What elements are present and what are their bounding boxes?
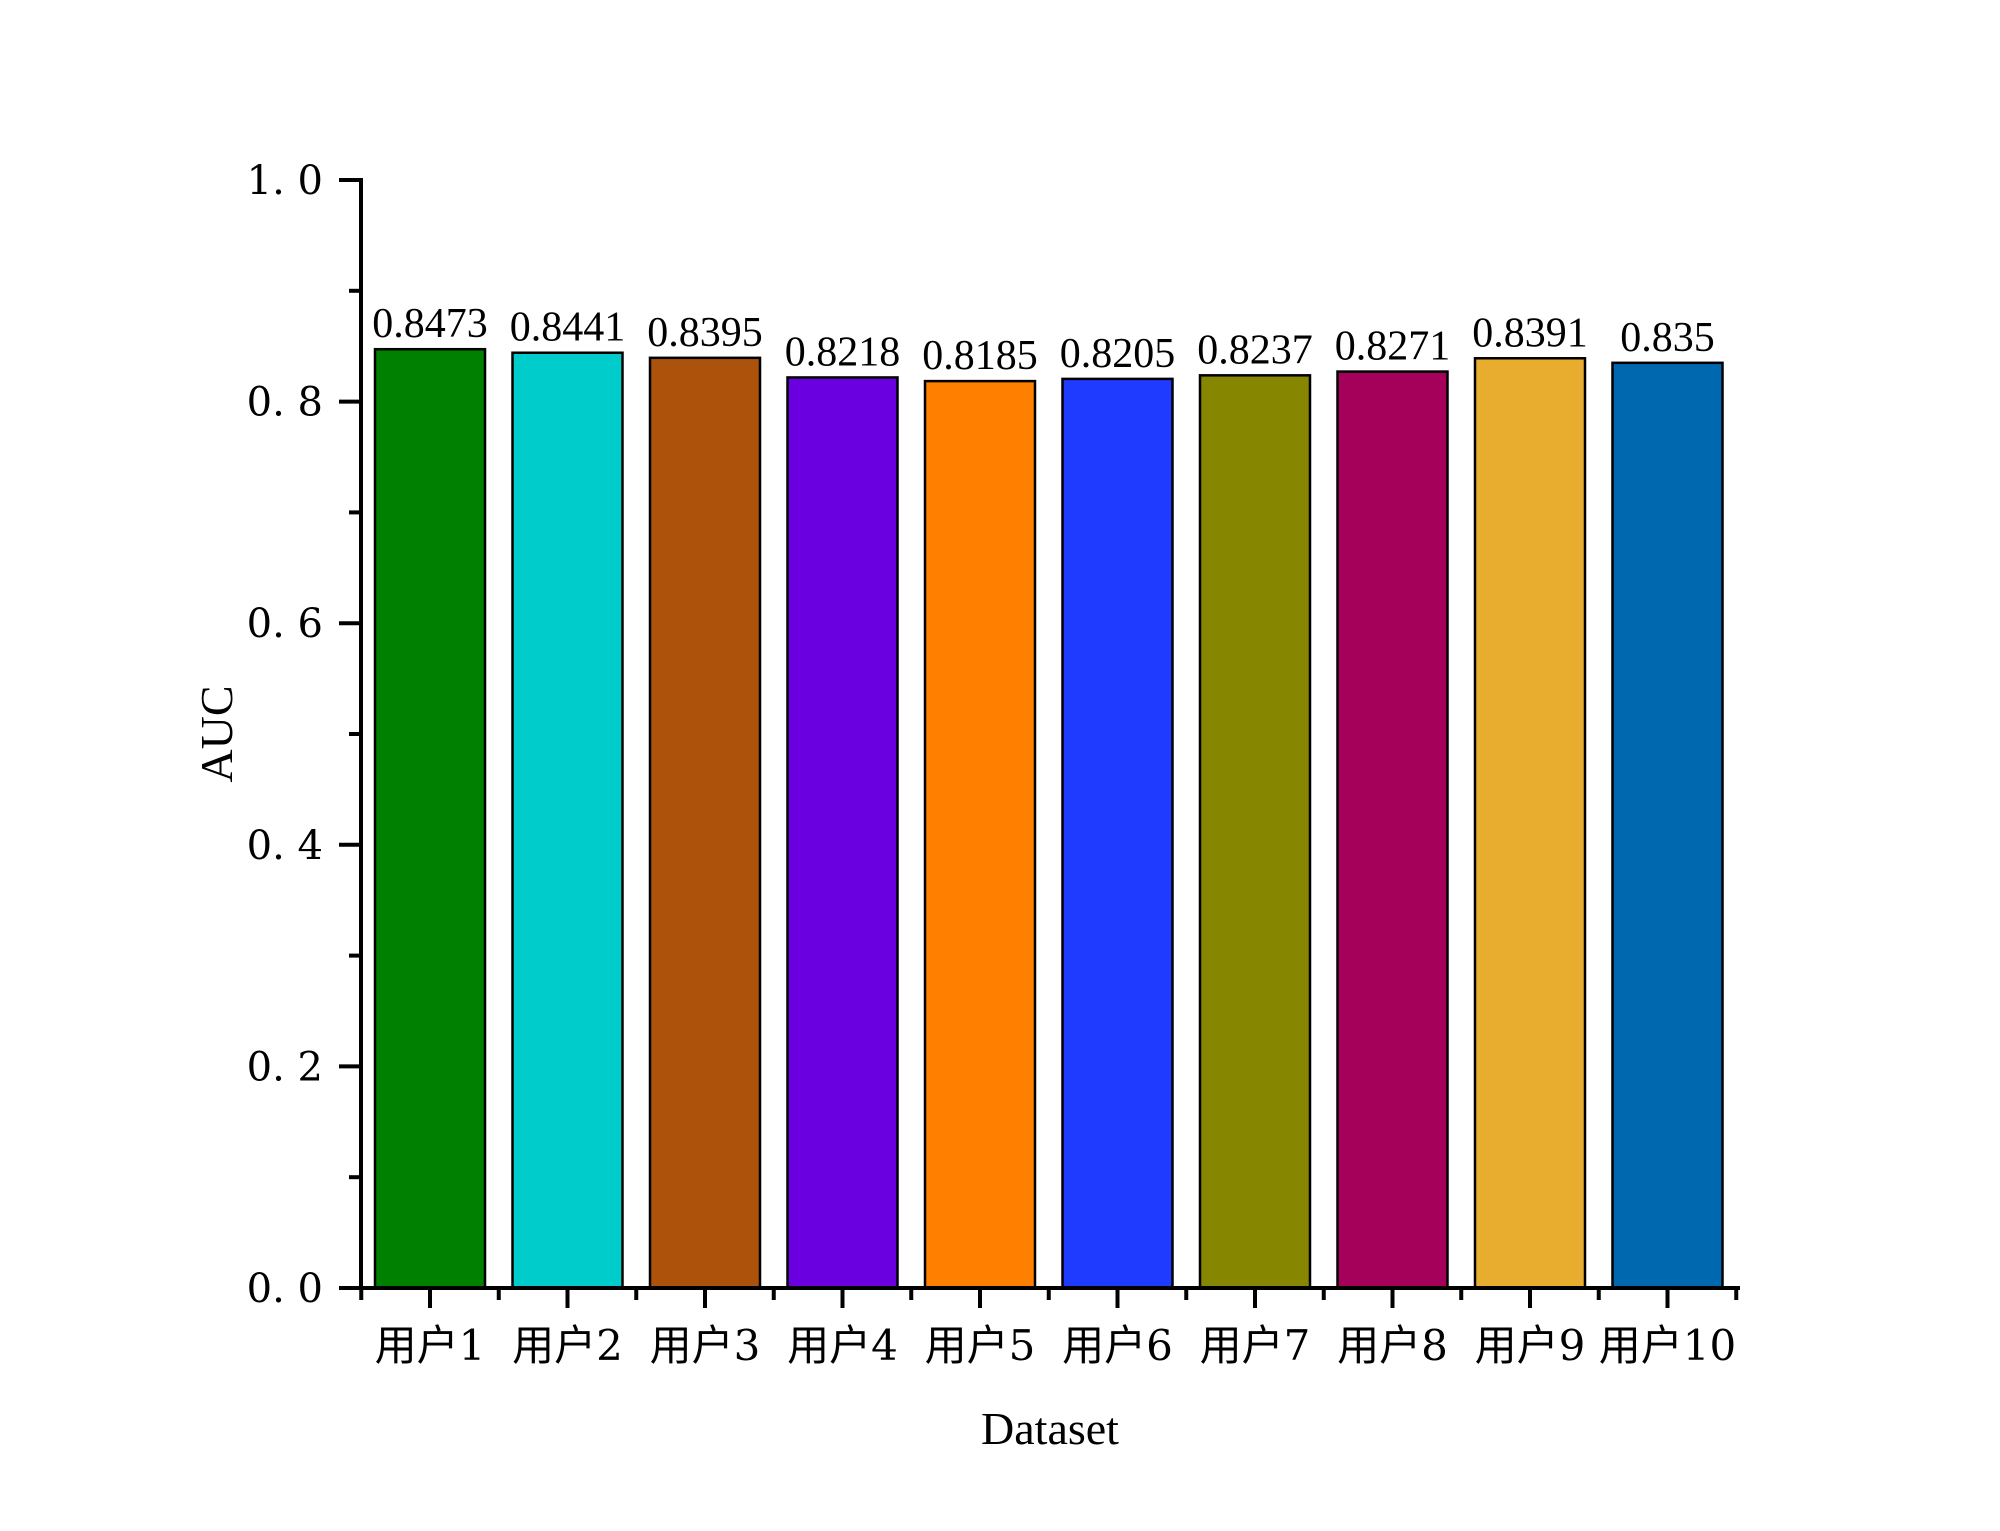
value-label-4: 0.8218: [785, 329, 901, 375]
bar-5: [923, 379, 1037, 1290]
category-label-9: 用户9: [1475, 1321, 1586, 1370]
y-tick-label-3: 0. 6: [247, 601, 323, 647]
bar-10: [1611, 361, 1724, 1290]
category-label-2: 用户2: [512, 1321, 623, 1370]
category-label-1: 用户1: [375, 1321, 486, 1370]
value-label-3: 0.8395: [647, 310, 763, 356]
category-label-4: 用户4: [787, 1321, 898, 1370]
x-axis-title: Dataset: [981, 1403, 1119, 1454]
value-label-6: 0.8205: [1060, 331, 1176, 377]
category-label-3: 用户3: [650, 1321, 761, 1370]
value-label-2: 0.8441: [510, 305, 626, 351]
y-tick-label-0: 0. 0: [247, 1266, 323, 1312]
y-tick-label-5: 1. 0: [247, 158, 323, 204]
bar-9: [1473, 357, 1587, 1290]
bar-2: [511, 351, 624, 1290]
category-label-5: 用户5: [925, 1321, 1036, 1370]
y-tick-label-4: 0. 8: [247, 380, 323, 426]
value-label-10: 0.835: [1620, 315, 1715, 361]
bar-7: [1198, 374, 1312, 1290]
category-labels-group: 用户1 用户2 用户3 用户4 用户5 用户6 用户7 用户8 用户9 用户10: [375, 1321, 1737, 1370]
x-ticks-group: [359, 1288, 1739, 1308]
category-label-7: 用户7: [1200, 1321, 1311, 1370]
category-label-10: 用户10: [1599, 1321, 1736, 1370]
y-tick-label-1: 0. 2: [247, 1044, 323, 1090]
value-label-5: 0.8185: [922, 333, 1038, 379]
y-ticks-group: 0. 0 0. 2 0. 4 0. 6 0. 8 1. 0: [247, 158, 361, 1312]
bar-8: [1336, 370, 1449, 1290]
y-tick-label-2: 0. 4: [247, 823, 323, 869]
category-label-8: 用户8: [1337, 1321, 1448, 1370]
value-label-9: 0.8391: [1472, 310, 1588, 356]
category-label-6: 用户6: [1062, 1321, 1173, 1370]
bars-group: [373, 347, 1724, 1290]
value-labels-group: 0.8473 0.8441 0.8395 0.8218 0.8185 0.8205 0.82…: [372, 301, 1715, 379]
bar-3: [648, 356, 762, 1290]
bar-1: [373, 347, 487, 1290]
value-label-7: 0.8237: [1197, 327, 1313, 373]
value-label-8: 0.8271: [1335, 324, 1451, 370]
bar-6: [1061, 377, 1174, 1290]
bar-4: [786, 376, 899, 1290]
y-axis-title: AUC: [191, 685, 242, 782]
value-label-1: 0.8473: [372, 301, 488, 347]
